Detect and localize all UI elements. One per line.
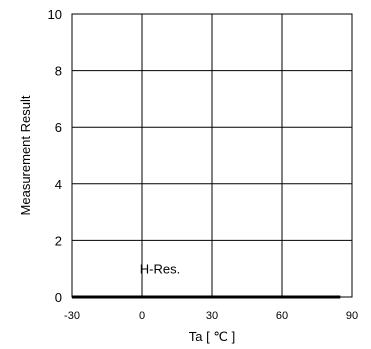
x-tick-label: -30: [64, 310, 80, 322]
x-tick-label: 0: [139, 310, 145, 322]
y-tick-label: 2: [55, 233, 62, 248]
x-tick-label: 30: [206, 310, 218, 322]
y-axis-title: Measurement Result: [18, 95, 33, 215]
y-tick-label: 10: [48, 7, 62, 22]
annotation-label: H-Res.: [140, 262, 180, 277]
grid: [72, 14, 352, 297]
x-tick-label: 60: [276, 310, 288, 322]
annotations: H-Res.: [140, 262, 180, 277]
x-tick-labels: -30 0 30 60 90: [64, 310, 358, 322]
y-tick-label: 0: [55, 290, 62, 305]
x-axis-title: Ta [ ℃ ]: [189, 329, 235, 344]
y-tick-label: 8: [55, 64, 62, 79]
y-tick-labels: 0 2 4 6 8 10: [48, 7, 62, 305]
x-tick-label: 90: [346, 310, 358, 322]
y-tick-label: 4: [55, 177, 62, 192]
y-tick-label: 6: [55, 120, 62, 135]
